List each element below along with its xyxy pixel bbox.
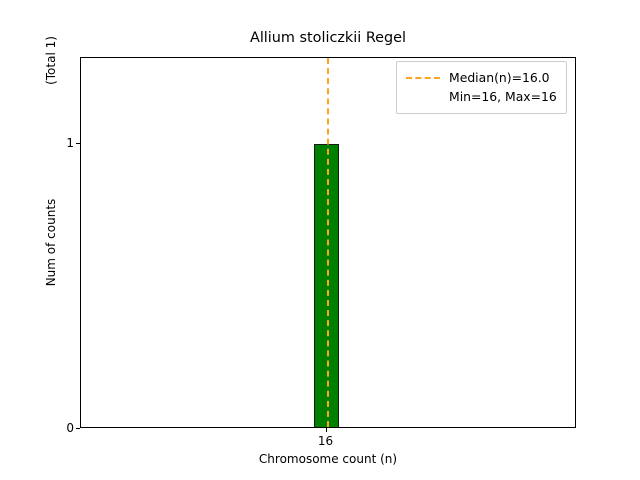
legend-label-median: Median(n)=16.0 xyxy=(449,70,550,85)
bar-16 xyxy=(314,144,339,427)
legend-entry-median: Median(n)=16.0 xyxy=(406,68,557,87)
median-line xyxy=(327,58,329,427)
y-axis-total-label: (Total 1) xyxy=(44,36,58,85)
legend-entry-minmax: Min=16, Max=16 xyxy=(406,87,557,106)
legend-dashed-line-icon xyxy=(406,76,440,79)
y-tick-label-0: 0 xyxy=(66,421,74,435)
x-axis-label: Chromosome count (n) xyxy=(258,452,398,466)
chart-legend: Median(n)=16.0 Min=16, Max=16 xyxy=(396,61,567,114)
x-tick-mark-16 xyxy=(325,428,327,432)
legend-label-minmax: Min=16, Max=16 xyxy=(449,89,557,104)
x-tick-label-16: 16 xyxy=(317,434,334,448)
y-tick-mark-1 xyxy=(76,143,80,144)
y-tick-mark-0 xyxy=(76,428,80,429)
chart-title: Allium stoliczkii Regel xyxy=(249,30,407,46)
y-tick-label-1: 1 xyxy=(66,136,74,150)
plot-area xyxy=(80,57,576,428)
